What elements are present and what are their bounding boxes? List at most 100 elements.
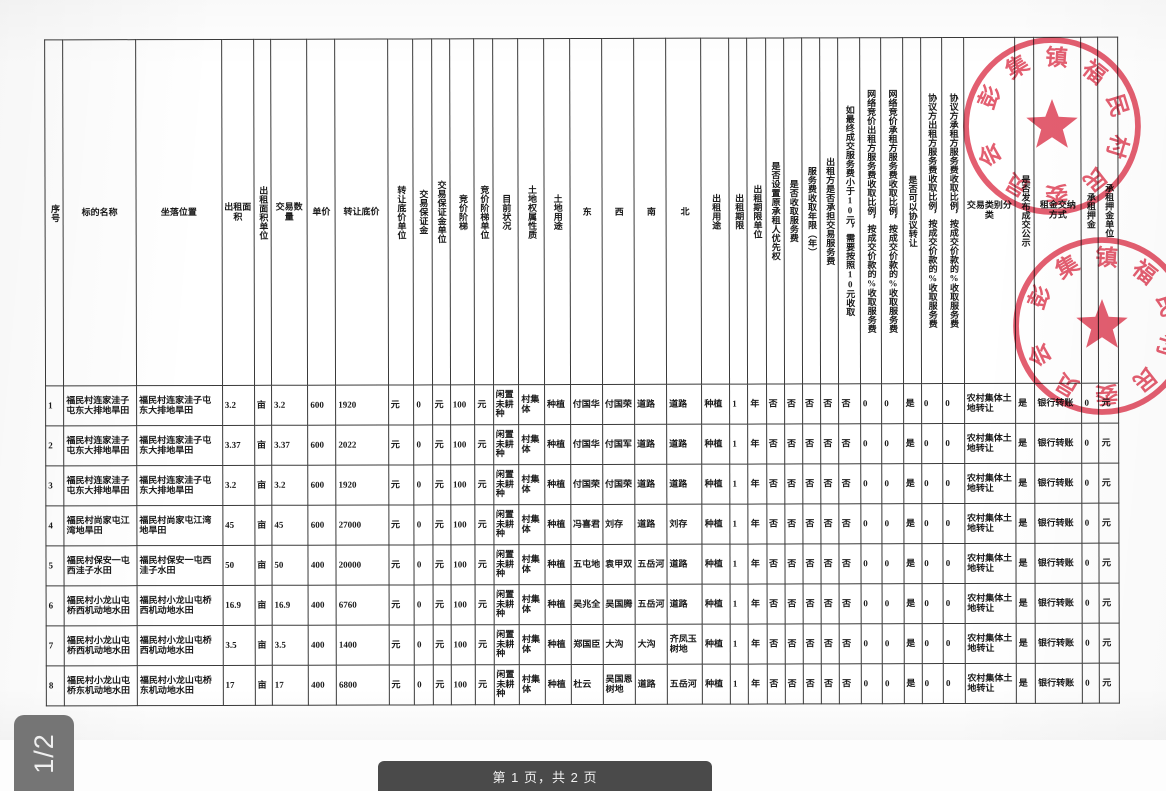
column-header-payment_method: 租金交纳方式 bbox=[1033, 37, 1082, 384]
cell-charge_fee: 否 bbox=[784, 423, 803, 464]
column-header-label: 协议方承租方服务费收取比例，按成交价款的%收取服务费 bbox=[948, 93, 960, 329]
cell-bid_step: 100 bbox=[450, 584, 476, 625]
column-header-bid_step: 竞价阶梯 bbox=[449, 38, 475, 385]
cell-agr_lessor_ratio: 0 bbox=[922, 663, 944, 704]
cell-charge_fee: 否 bbox=[784, 583, 804, 624]
cell-min_fee_rule: 否 bbox=[838, 383, 861, 424]
cell-deposit: 0 bbox=[413, 384, 433, 425]
page-footer-toolbar[interactable]: 第 1 页，共 2 页 bbox=[378, 761, 712, 791]
cell-trade_category: 农村集体土地转让 bbox=[964, 663, 1017, 704]
cell-agr_lessor_ratio: 0 bbox=[921, 423, 943, 464]
cell-land_rights: 村集体 bbox=[519, 504, 545, 545]
cell-lease_use: 种植 bbox=[702, 504, 731, 545]
land-lease-table-container: 序号 标的名称 坐落位置 出租面积 出租面积单位 交易数量 单价 转让底价 转让底价单位 交易保证… bbox=[44, 36, 1120, 707]
cell-priority_right: 否 bbox=[766, 423, 785, 465]
cell-charge_fee: 否 bbox=[784, 463, 803, 504]
cell-south: 道路 bbox=[634, 384, 667, 425]
cell-lessor_bears_fee: 否 bbox=[820, 463, 840, 504]
cell-lease_term_unit: 年 bbox=[748, 504, 767, 545]
cell-area_unit: 亩 bbox=[254, 545, 272, 586]
cell-area_unit: 亩 bbox=[254, 625, 273, 666]
cell-area: 3.5 bbox=[222, 625, 256, 666]
column-header-label: 交易保证金 bbox=[418, 189, 429, 235]
cell-base_price_unit: 元 bbox=[388, 504, 415, 546]
cell-west: 吴国腾 bbox=[602, 584, 636, 625]
cell-publish_result: 是 bbox=[1016, 623, 1036, 664]
cell-payment_method: 银行转账 bbox=[1034, 383, 1082, 424]
cell-bid_step: 100 bbox=[450, 624, 476, 665]
cell-land_rights: 村集体 bbox=[519, 664, 546, 705]
cell-lease_deposit_unit: 元 bbox=[1099, 623, 1120, 664]
cell-payment_method: 银行转账 bbox=[1035, 503, 1083, 544]
cell-lessor_bears_fee: 否 bbox=[821, 503, 840, 544]
column-header-label: 承租押金单位 bbox=[1104, 183, 1115, 238]
cell-publish_result: 是 bbox=[1016, 663, 1036, 704]
cell-net_lessor_ratio: 0 bbox=[860, 383, 882, 424]
cell-net_lessee_ratio: 0 bbox=[882, 583, 904, 624]
column-header-deposit: 交易保证金 bbox=[412, 38, 433, 385]
cell-can_negotiate: 是 bbox=[903, 623, 923, 664]
cell-seq: 7 bbox=[46, 625, 65, 666]
cell-bid_step: 100 bbox=[450, 384, 475, 425]
column-header-label: 承租押金 bbox=[1085, 192, 1096, 229]
cell-lease_deposit: 0 bbox=[1081, 423, 1100, 464]
column-header-land_rights: 土地权属性质 bbox=[517, 38, 545, 385]
cell-trade_category: 农村集体土地转让 bbox=[964, 543, 1017, 584]
cell-deposit_unit: 元 bbox=[432, 424, 451, 465]
cell-base_price: 1920 bbox=[335, 465, 389, 506]
cell-lease_deposit_unit: 元 bbox=[1099, 583, 1120, 624]
cell-fee_years: 否 bbox=[802, 423, 821, 464]
cell-lessor_bears_fee: 否 bbox=[821, 583, 840, 624]
column-header-land_use: 土地用途 bbox=[543, 38, 571, 385]
cell-current_status: 闲置未耕种 bbox=[493, 544, 520, 585]
cell-seq: 4 bbox=[45, 505, 65, 546]
cell-net_lessor_ratio: 0 bbox=[861, 663, 883, 704]
cell-bid_step: 100 bbox=[450, 664, 476, 705]
cell-east: 付国华 bbox=[570, 384, 603, 425]
cell-current_status: 闲置未耕种 bbox=[493, 504, 520, 545]
column-header-south: 南 bbox=[633, 38, 667, 385]
cell-lease_term_unit: 年 bbox=[748, 544, 767, 585]
cell-south: 大沟 bbox=[635, 624, 668, 665]
column-header-label: 协议方出租方服务费收取比例，按成交价款的%收取服务费 bbox=[927, 93, 938, 329]
cell-east: 付国荣 bbox=[570, 464, 603, 505]
cell-fee_years: 否 bbox=[803, 663, 822, 704]
land-lease-table: 序号 标的名称 坐落位置 出租面积 出租面积单位 交易数量 单价 转让底价 转让底价单位 交易保证… bbox=[44, 36, 1120, 707]
cell-bid_step: 100 bbox=[450, 464, 476, 505]
cell-lease_deposit: 0 bbox=[1082, 543, 1100, 584]
cell-priority_right: 否 bbox=[766, 383, 785, 425]
cell-lease_use: 种植 bbox=[702, 664, 731, 705]
cell-south: 五岳河 bbox=[634, 544, 668, 585]
column-header-lessor_bears_fee: 出租方是否承担交易服务费 bbox=[819, 37, 839, 384]
cell-lease_deposit_unit: 元 bbox=[1099, 543, 1120, 584]
column-header-label: 出租用途 bbox=[711, 193, 722, 230]
cell-lessor_bears_fee: 否 bbox=[820, 423, 840, 464]
cell-trade_qty: 3.37 bbox=[271, 425, 309, 466]
cell-min_fee_rule: 否 bbox=[839, 623, 862, 664]
cell-base_price: 2022 bbox=[335, 425, 389, 466]
cell-lessor_bears_fee: 否 bbox=[821, 543, 840, 584]
cell-trade_qty: 3.2 bbox=[271, 465, 309, 506]
cell-name: 福民村小龙山屯桥西机动地水田 bbox=[64, 585, 138, 626]
cell-name: 福民村连家洼子屯东大排地旱田 bbox=[63, 385, 137, 426]
cell-deposit: 0 bbox=[414, 624, 433, 665]
cell-deposit_unit: 元 bbox=[432, 544, 451, 585]
column-header-label: 西 bbox=[613, 206, 624, 216]
svg-text:民: 民 bbox=[1128, 363, 1161, 397]
cell-lease_deposit_unit: 元 bbox=[1099, 663, 1120, 704]
cell-lease_use: 种植 bbox=[702, 584, 731, 625]
cell-deposit_unit: 元 bbox=[432, 624, 451, 665]
cell-net_lessor_ratio: 0 bbox=[860, 423, 882, 464]
cell-north: 道路 bbox=[666, 464, 703, 505]
cell-can_negotiate: 是 bbox=[903, 383, 922, 424]
cell-deposit: 0 bbox=[414, 664, 433, 705]
column-header-base_price: 转让底价 bbox=[334, 39, 389, 386]
cell-payment_method: 银行转账 bbox=[1035, 663, 1083, 704]
table-header-row: 序号 标的名称 坐落位置 出租面积 出租面积单位 交易数量 单价 转让底价 转让底价单位 交易保证… bbox=[44, 37, 1119, 386]
column-header-seq: 序号 bbox=[44, 39, 64, 386]
cell-lease_deposit: 0 bbox=[1082, 583, 1100, 624]
cell-land_use: 种植 bbox=[544, 544, 571, 585]
cell-deposit_unit: 元 bbox=[432, 664, 452, 705]
cell-priority_right: 否 bbox=[766, 663, 786, 705]
cell-current_status: 闲置未耕种 bbox=[493, 664, 520, 705]
